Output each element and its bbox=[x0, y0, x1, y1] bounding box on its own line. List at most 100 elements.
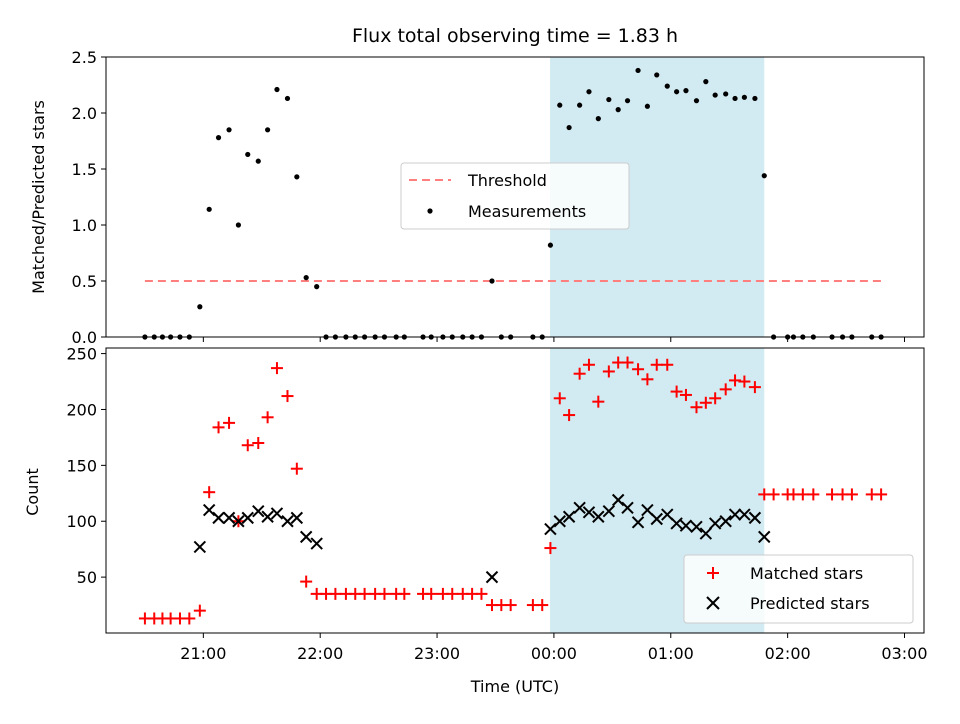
predicted-star-point bbox=[212, 511, 225, 525]
measurement-point bbox=[547, 242, 554, 248]
top-y-tick-label: 1.5 bbox=[72, 160, 97, 179]
matched-star-point bbox=[719, 383, 732, 396]
bottom-panel: 50 100 150 200 250 21:00 22:00 23:00 00:00 01:00… bbox=[23, 345, 928, 696]
x-tick-label: 01:00 bbox=[648, 644, 694, 663]
predicted-star-point bbox=[708, 517, 722, 530]
bottom-y-tick-label: 250 bbox=[66, 345, 97, 364]
predicted-star-point bbox=[573, 501, 586, 515]
predicted-star-point bbox=[690, 520, 703, 534]
predicted-star-point bbox=[719, 515, 732, 528]
matched-stars-points bbox=[138, 356, 888, 625]
measurement-point bbox=[284, 95, 291, 102]
matched-star-point bbox=[446, 587, 459, 600]
x-axis-label: Time (UTC) bbox=[470, 677, 559, 696]
measurement-point bbox=[683, 88, 689, 94]
bottom-y-axis-label: Count bbox=[23, 468, 42, 516]
measurement-point bbox=[489, 278, 495, 284]
x-tick-label: 02:00 bbox=[765, 644, 811, 663]
measurement-point bbox=[712, 92, 718, 98]
x-tick-label: 22:00 bbox=[297, 644, 343, 663]
legend-matched-swatch bbox=[707, 567, 719, 579]
predicted-star-point bbox=[592, 510, 605, 523]
measurement-point bbox=[265, 127, 271, 133]
predicted-star-point bbox=[310, 537, 323, 550]
top-y-tick-label: 1.0 bbox=[72, 216, 97, 235]
measurement-point bbox=[206, 206, 212, 212]
predicted-star-point bbox=[241, 511, 254, 525]
matched-star-point bbox=[582, 358, 595, 371]
matched-star-point bbox=[504, 599, 517, 612]
measurement-point bbox=[314, 284, 320, 290]
matched-star-point bbox=[270, 362, 283, 375]
predicted-star-point bbox=[252, 504, 265, 518]
top-y-axis-label: Matched/Predicted stars bbox=[29, 100, 48, 294]
bottom-y-tick-label: 200 bbox=[66, 400, 97, 419]
predicted-star-point bbox=[738, 508, 751, 521]
measurement-point bbox=[654, 72, 660, 78]
top-y-tick-label: 2.0 bbox=[72, 104, 97, 123]
measurement-point bbox=[274, 86, 280, 93]
measurement-point bbox=[294, 174, 300, 180]
measurement-point bbox=[693, 98, 700, 104]
matched-star-point bbox=[425, 587, 438, 600]
matched-star-point bbox=[212, 421, 225, 434]
matched-star-point bbox=[290, 462, 303, 475]
matched-star-point bbox=[300, 575, 313, 588]
predicted-star-point bbox=[728, 508, 742, 521]
predicted-star-point bbox=[232, 515, 245, 528]
matched-star-point bbox=[679, 388, 692, 401]
matched-star-point bbox=[796, 488, 809, 501]
predicted-star-point bbox=[650, 512, 663, 526]
bottom-y-tick-label: 50 bbox=[77, 568, 97, 587]
predicted-stars-points bbox=[193, 493, 771, 584]
matched-star-point bbox=[690, 401, 703, 414]
bottom-y-tick-label: 150 bbox=[66, 456, 97, 475]
predicted-star-point bbox=[270, 507, 284, 520]
measurement-point bbox=[664, 83, 670, 89]
matched-star-point bbox=[475, 587, 488, 600]
matched-star-point bbox=[358, 587, 371, 600]
matched-star-point bbox=[632, 363, 645, 376]
matched-star-point bbox=[573, 367, 586, 380]
bottom-x-ticks: 21:00 22:00 23:00 00:00 01:00 02:00 03:00 bbox=[180, 633, 928, 663]
matched-star-point bbox=[329, 587, 342, 600]
bottom-legend: Matched stars Predicted stars bbox=[683, 554, 914, 624]
legend-threshold-label: Threshold bbox=[467, 171, 547, 190]
matched-star-point bbox=[183, 612, 196, 625]
measurement-point bbox=[615, 107, 621, 113]
legend-predicted-label: Predicted stars bbox=[750, 594, 870, 613]
top-y-ticks: 0.0 0.5 1.0 1.5 2.0 2.5 bbox=[72, 48, 106, 347]
measurement-point bbox=[303, 275, 309, 281]
measurement-point bbox=[761, 173, 767, 179]
predicted-star-point bbox=[602, 504, 616, 518]
measurement-point bbox=[586, 89, 592, 95]
measurement-point bbox=[644, 103, 650, 109]
measurement-point bbox=[245, 151, 251, 158]
x-tick-label: 00:00 bbox=[531, 644, 577, 663]
matched-star-point bbox=[553, 392, 566, 405]
predicted-star-point bbox=[631, 516, 645, 529]
measurement-point bbox=[752, 95, 758, 102]
bottom-legend-box bbox=[683, 554, 914, 624]
legend-measurement-swatch bbox=[427, 208, 433, 214]
chart-title: Flux total observing time = 1.83 h bbox=[352, 25, 678, 47]
predicted-star-point bbox=[202, 503, 216, 517]
predicted-star-point bbox=[611, 493, 625, 507]
matched-star-point bbox=[193, 604, 206, 617]
predicted-star-point bbox=[544, 522, 557, 536]
measurement-point bbox=[674, 89, 680, 95]
matched-star-point bbox=[203, 486, 216, 499]
predicted-star-point bbox=[748, 511, 762, 525]
top-legend: Threshold Measurements bbox=[400, 162, 630, 230]
predicted-star-point bbox=[281, 515, 294, 528]
matched-star-point bbox=[544, 542, 557, 555]
matched-star-point bbox=[592, 395, 605, 408]
measurement-point bbox=[732, 95, 738, 102]
measurement-point bbox=[226, 127, 232, 133]
measurement-point bbox=[255, 158, 261, 164]
matched-star-point bbox=[650, 358, 663, 371]
matched-star-point bbox=[621, 356, 634, 369]
matched-star-point bbox=[875, 488, 888, 501]
matched-star-point bbox=[241, 439, 254, 452]
